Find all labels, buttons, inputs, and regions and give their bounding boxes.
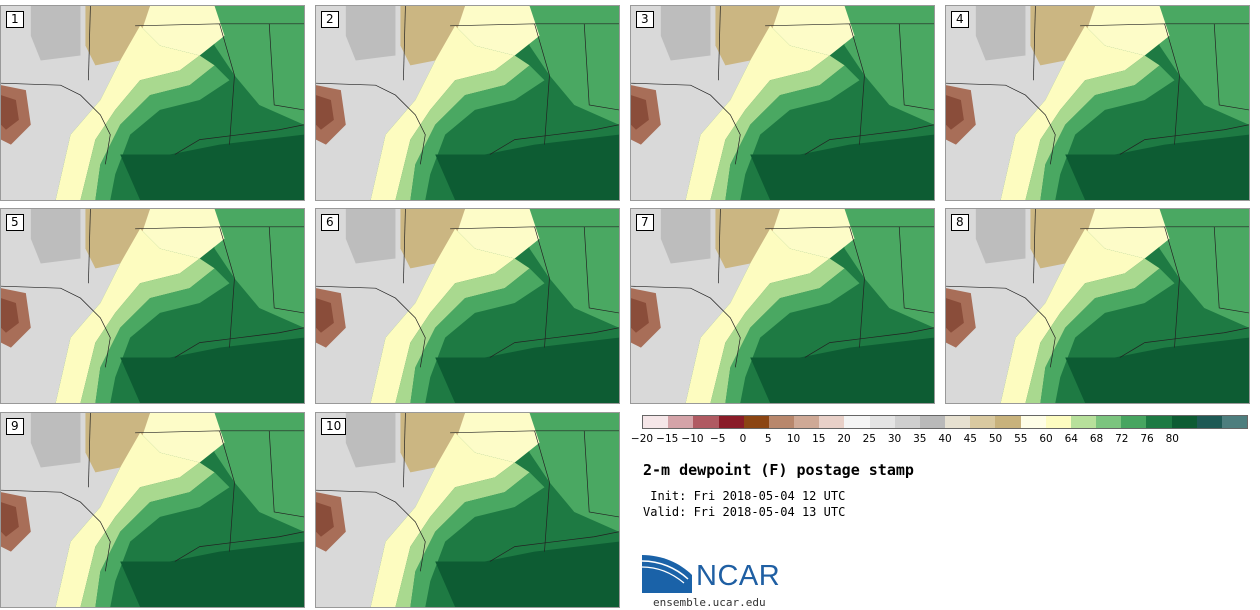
member-panel[interactable]: 7 — [630, 208, 935, 404]
member-panel[interactable]: 6 — [315, 208, 620, 404]
colorbar-cell — [1171, 416, 1197, 428]
dewpoint-map — [631, 6, 934, 200]
dewpoint-map — [631, 209, 934, 403]
colorbar-tick: 72 — [1115, 433, 1129, 445]
init-time: Init: Fri 2018-05-04 12 UTC — [643, 489, 846, 503]
dewpoint-map — [1, 6, 304, 200]
colorbar-tick: 50 — [988, 433, 1003, 445]
member-label: 6 — [321, 214, 339, 231]
colorbar-tick: 80 — [1165, 433, 1179, 445]
colorbar-cell — [743, 416, 769, 428]
member-panel[interactable]: 8 — [945, 208, 1250, 404]
colorbar-tick: −5 — [710, 433, 726, 445]
colorbar-tick: 25 — [862, 433, 876, 445]
page-title: 2-m dewpoint (F) postage stamp — [643, 461, 914, 479]
member-label: 7 — [636, 214, 654, 231]
colorbar-cell — [693, 416, 719, 428]
dewpoint-map — [946, 209, 1249, 403]
colorbar-tick: 68 — [1089, 433, 1104, 445]
member-panel[interactable]: 10 — [315, 412, 620, 608]
colorbar-cell — [668, 416, 694, 428]
colorbar-tick: 30 — [887, 433, 902, 445]
colorbar-cell — [768, 416, 795, 428]
colorbar-tick: 76 — [1140, 433, 1154, 445]
member-label: 4 — [951, 11, 969, 28]
colorbar — [642, 415, 1248, 429]
colorbar-cell — [970, 416, 996, 428]
colorbar-tick: 45 — [963, 433, 977, 445]
member-label: 2 — [321, 11, 339, 28]
member-label: 1 — [6, 11, 24, 28]
ncar-logo[interactable]: NCAR — [641, 553, 792, 593]
colorbar-tick: 64 — [1064, 433, 1078, 445]
colorbar-tick: 55 — [1014, 433, 1028, 445]
colorbar-tick: 0 — [739, 433, 747, 445]
colorbar-tick: 10 — [786, 433, 801, 445]
colorbar-tick: −10 — [681, 433, 704, 445]
colorbar-tick: 60 — [1039, 433, 1053, 445]
member-panel[interactable]: 1 — [0, 5, 305, 201]
colorbar-cell — [869, 416, 895, 428]
colorbar-cell — [1020, 416, 1046, 428]
colorbar-tick: 15 — [812, 433, 826, 445]
colorbar-cell — [919, 416, 946, 428]
colorbar-cell — [643, 416, 669, 428]
member-label: 5 — [6, 214, 24, 231]
colorbar-cell — [844, 416, 870, 428]
member-label: 8 — [951, 214, 969, 231]
colorbar-tick: −20 — [630, 433, 654, 445]
url-link[interactable]: ensemble.ucar.edu — [653, 596, 766, 609]
colorbar-tick: 20 — [837, 433, 851, 445]
ncar-logo-text: NCAR — [696, 560, 781, 592]
colorbar-cell — [1070, 416, 1097, 428]
colorbar-cell — [718, 416, 744, 428]
colorbar-cell — [1146, 416, 1172, 428]
dewpoint-map — [316, 6, 619, 200]
member-panel[interactable]: 3 — [630, 5, 935, 201]
member-panel[interactable]: 4 — [945, 5, 1250, 201]
ncar-logo-icon — [641, 555, 692, 593]
colorbar-cell — [894, 416, 920, 428]
member-panel[interactable]: 2 — [315, 5, 620, 201]
colorbar-cell — [1045, 416, 1071, 428]
colorbar-cell — [995, 416, 1021, 428]
colorbar-tick: 5 — [764, 433, 772, 445]
colorbar-tick: 40 — [938, 433, 952, 445]
member-panel[interactable]: 5 — [0, 208, 305, 404]
colorbar-tick: 35 — [913, 433, 927, 445]
colorbar-cell — [1121, 416, 1147, 428]
colorbar-cell — [1221, 416, 1248, 428]
valid-time: Valid: Fri 2018-05-04 13 UTC — [643, 505, 846, 519]
colorbar-cell — [819, 416, 845, 428]
dewpoint-map — [1, 209, 304, 403]
colorbar-ticks: −20 −15 −10 −5 0 5 10 15 20 25 30 35 40 45 50 55 60 64 68 7… — [631, 433, 1248, 447]
colorbar-cell — [1196, 416, 1222, 428]
dewpoint-map — [316, 413, 619, 607]
member-panel[interactable]: 9 — [0, 412, 305, 608]
member-label: 10 — [321, 418, 347, 435]
colorbar-cell — [945, 416, 971, 428]
member-label: 3 — [636, 11, 654, 28]
colorbar-cell — [1096, 416, 1122, 428]
dewpoint-map — [946, 6, 1249, 200]
colorbar-cell — [794, 416, 820, 428]
dewpoint-map — [316, 209, 619, 403]
dewpoint-map — [1, 413, 304, 607]
member-label: 9 — [6, 418, 24, 435]
colorbar-tick: −15 — [656, 433, 679, 445]
